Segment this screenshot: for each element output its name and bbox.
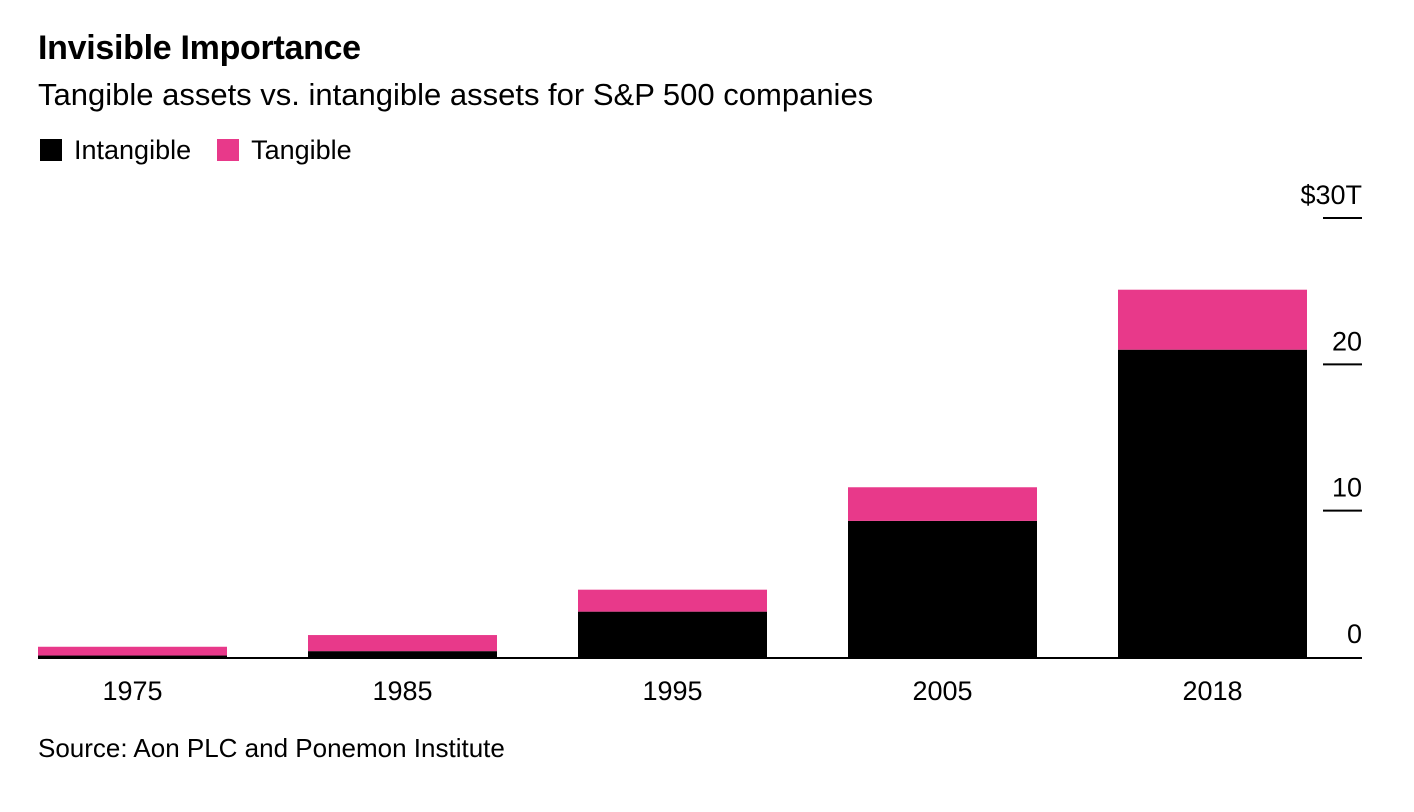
x-axis: 1975 1985 1995 2005 2018 (38, 657, 1362, 706)
bars-group (38, 289, 1307, 657)
legend-swatch-tangible (217, 139, 240, 162)
bar-tangible-2018 (1118, 289, 1307, 350)
bar-intangible-2005 (848, 520, 1037, 657)
legend-label-intangible: Intangible (74, 135, 192, 165)
source-note: Source: Aon PLC and Ponemon Institute (38, 733, 505, 763)
y-tick-label-30: $30T (1300, 180, 1362, 210)
y-axis: 0 10 20 $30T (1300, 180, 1362, 649)
y-tick-label-0: 0 (1347, 619, 1362, 649)
x-tick-label-2018: 2018 (1182, 676, 1242, 706)
legend-label-tangible: Tangible (251, 135, 352, 165)
chart-subtitle: Tangible assets vs. intangible assets fo… (38, 77, 874, 112)
bar-intangible-1995 (578, 611, 767, 657)
y-tick-label-10: 10 (1332, 473, 1362, 503)
bar-tangible-1975 (38, 646, 227, 656)
x-tick-label-1995: 1995 (642, 676, 702, 706)
x-tick-label-2005: 2005 (912, 676, 972, 706)
legend: Intangible Tangible (40, 134, 378, 166)
bar-tangible-2005 (848, 487, 1037, 521)
bar-tangible-1995 (578, 589, 767, 612)
y-tick-label-20: 20 (1332, 326, 1362, 356)
x-tick-label-1975: 1975 (102, 676, 162, 706)
legend-item-intangible: Intangible (40, 134, 191, 166)
chart-title: Invisible Importance (38, 29, 361, 67)
bar-intangible-1975 (38, 655, 227, 657)
x-tick-label-1985: 1985 (372, 676, 432, 706)
bar-intangible-2018 (1118, 349, 1307, 657)
legend-swatch-intangible (40, 139, 62, 162)
bar-intangible-1985 (308, 651, 497, 657)
bar-tangible-1985 (308, 635, 497, 652)
legend-item-tangible: Tangible (217, 134, 352, 166)
